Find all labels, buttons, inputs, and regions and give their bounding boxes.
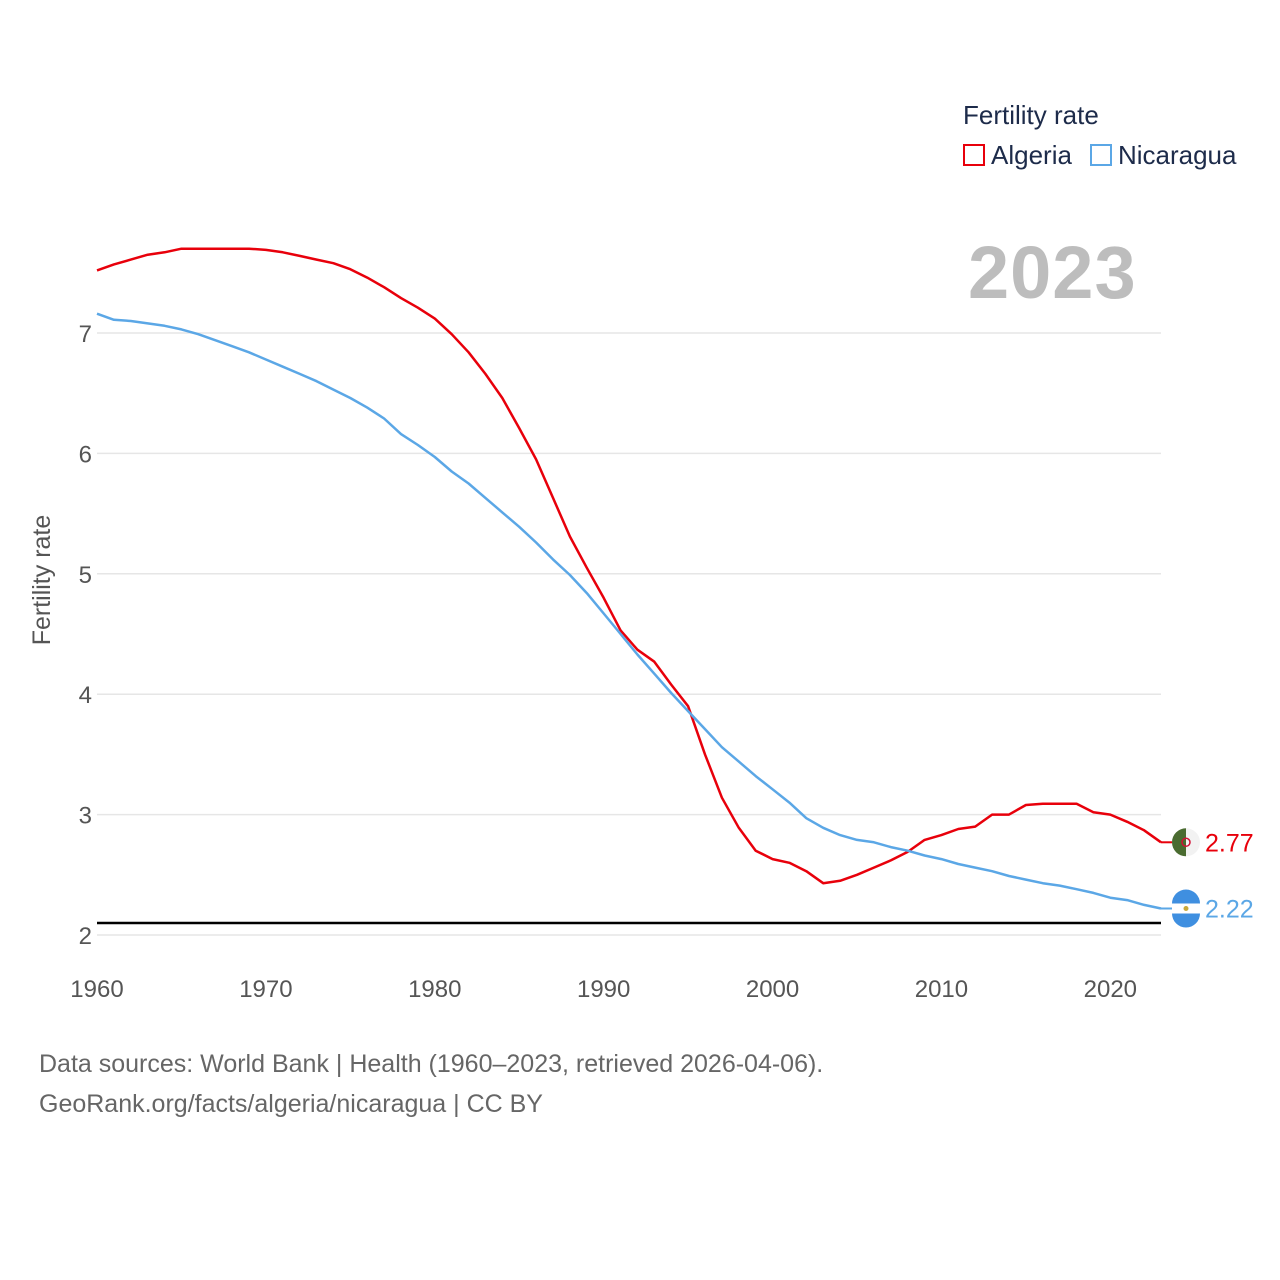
x-tick-1970: 1970: [239, 976, 292, 1003]
series-lines: [96, 247, 1162, 910]
x-tick-2000: 2000: [746, 976, 799, 1003]
footer-sources: Data sources: World Bank | Health (1960–…: [39, 1044, 823, 1124]
end-markers: 2.77 2.22: [1161, 828, 1254, 928]
legend-swatch-nicaragua: [1089, 144, 1112, 166]
legend-swatch-algeria: [963, 144, 985, 166]
y-tick-7: 7: [79, 321, 92, 348]
legend-title: Fertility rate: [963, 100, 1099, 130]
legend-label-nicaragua: Nicaragua: [1117, 140, 1237, 170]
x-tick-1990: 1990: [577, 976, 630, 1003]
x-tick-2020: 2020: [1084, 976, 1137, 1003]
series-line-algeria: [96, 247, 1162, 885]
y-axis-title: Fertility rate: [28, 515, 56, 646]
series-line-nicaragua: [96, 312, 1162, 910]
x-tick-2010: 2010: [915, 976, 968, 1003]
year-label: 2023: [968, 231, 1137, 314]
y-tick-5: 5: [79, 562, 92, 589]
end-label-algeria: 2.77: [1205, 829, 1254, 857]
legend-label-algeria: Algeria: [991, 140, 1072, 170]
legend-item-nicaragua[interactable]: Nicaragua: [1089, 140, 1237, 170]
footer-source-line: Data sources: World Bank | Health (1960–…: [39, 1050, 824, 1078]
legend: Fertility rate Algeria Nicaragua: [963, 98, 1236, 170]
x-tick-labels: 1960 1970 1980 1990 2000 2010 2020: [70, 976, 1137, 1003]
grid-lines: [97, 332, 1161, 936]
legend-item-algeria[interactable]: Algeria: [963, 140, 1072, 170]
y-tick-labels: 2 3 4 5 6 7: [79, 321, 92, 950]
x-tick-1960: 1960: [70, 976, 123, 1003]
x-tick-1980: 1980: [408, 976, 461, 1003]
end-label-nicaragua: 2.22: [1205, 896, 1254, 924]
y-tick-2: 2: [79, 923, 92, 950]
y-tick-3: 3: [79, 803, 92, 830]
flag-icon-nicaragua: [1172, 889, 1200, 928]
footer-link-line[interactable]: GeoRank.org/facts/algeria/nicaragua | CC…: [39, 1090, 543, 1118]
y-tick-4: 4: [79, 682, 92, 709]
y-tick-6: 6: [79, 441, 92, 468]
flag-icon-algeria: [1172, 828, 1200, 857]
